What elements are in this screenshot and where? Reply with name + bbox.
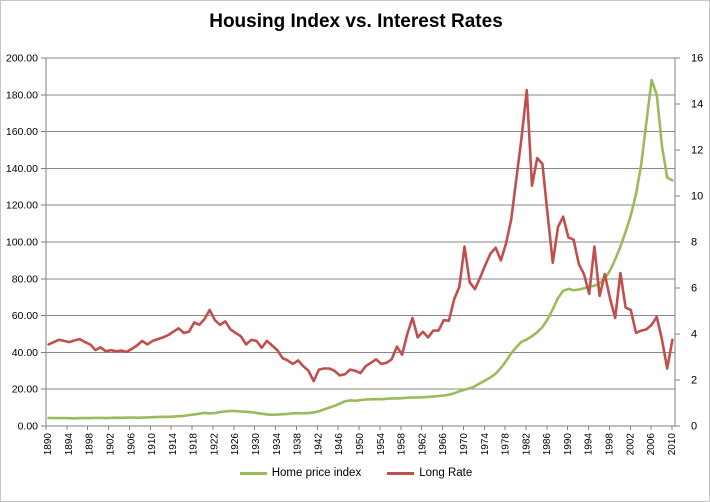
x-axis-label: 1942 bbox=[313, 433, 324, 456]
x-axis-label: 1938 bbox=[293, 433, 304, 456]
legend-item-long-rate: Long Rate bbox=[387, 467, 472, 479]
x-axis-label: 1934 bbox=[272, 433, 283, 456]
series-line-home-price-index bbox=[47, 78, 674, 420]
legend-label-home-price-index: Home price index bbox=[271, 467, 362, 479]
x-axis-label: 1994 bbox=[584, 433, 595, 456]
series-line-long-rate bbox=[47, 88, 674, 383]
x-axis-label: 1906 bbox=[126, 433, 137, 456]
x-axis-label: 1962 bbox=[417, 433, 428, 456]
right-axis-label: 4 bbox=[691, 329, 697, 341]
x-axis-label: 1974 bbox=[480, 433, 491, 456]
x-axis-label: 1890 bbox=[43, 433, 54, 456]
legend: Home price index Long Rate bbox=[1, 467, 709, 479]
right-axis-label: 10 bbox=[691, 191, 703, 203]
left-axis-label: 120.00 bbox=[6, 200, 38, 212]
right-axis-label: 12 bbox=[691, 145, 703, 157]
left-axis-label: 100.00 bbox=[6, 237, 38, 249]
x-axis-label: 1902 bbox=[105, 433, 116, 456]
x-axis-label: 1926 bbox=[230, 433, 241, 456]
legend-swatch-home-price-index bbox=[239, 471, 267, 475]
x-axis-label: 1982 bbox=[521, 433, 532, 456]
left-axis-label: 20.00 bbox=[12, 384, 38, 396]
x-axis-label: 1986 bbox=[542, 433, 553, 456]
x-axis-label: 1998 bbox=[605, 433, 616, 456]
x-axis-label: 2006 bbox=[646, 433, 657, 456]
right-axis-label: 16 bbox=[691, 53, 703, 65]
x-axis-label: 1950 bbox=[355, 433, 366, 456]
x-axis-label: 1970 bbox=[459, 433, 470, 456]
left-axis-label: 0.00 bbox=[18, 421, 39, 433]
x-axis-label: 1958 bbox=[397, 433, 408, 456]
x-axis-label: 1894 bbox=[64, 433, 75, 456]
x-axis-label: 1966 bbox=[438, 433, 449, 456]
left-axis-label: 200.00 bbox=[6, 53, 38, 65]
x-axis-label: 1990 bbox=[563, 433, 574, 456]
left-axis-label: 160.00 bbox=[6, 126, 38, 138]
left-axis-label: 40.00 bbox=[12, 347, 38, 359]
legend-item-home-price-index: Home price index bbox=[239, 467, 362, 479]
x-axis-label: 1978 bbox=[501, 433, 512, 456]
left-axis-label: 180.00 bbox=[6, 89, 38, 101]
left-axis-label: 60.00 bbox=[12, 310, 38, 322]
legend-label-long-rate: Long Rate bbox=[419, 467, 473, 479]
left-axis-label: 140.00 bbox=[6, 163, 38, 175]
x-axis-label: 1930 bbox=[251, 433, 262, 456]
x-axis-label: 1898 bbox=[85, 433, 96, 456]
right-axis-label: 8 bbox=[691, 237, 697, 249]
x-axis-label: 2010 bbox=[667, 433, 678, 456]
right-axis-label: 2 bbox=[691, 375, 697, 387]
x-axis-label: 1946 bbox=[334, 433, 345, 456]
left-axis-label: 80.00 bbox=[12, 273, 38, 285]
x-axis-label: 1910 bbox=[147, 433, 158, 456]
x-axis-label: 1922 bbox=[209, 433, 220, 456]
legend-swatch-long-rate bbox=[387, 471, 415, 475]
right-axis-label: 0 bbox=[691, 421, 697, 433]
x-axis-label: 1914 bbox=[168, 433, 179, 456]
x-axis-label: 1954 bbox=[376, 433, 387, 456]
chart-title: Housing Index vs. Interest Rates bbox=[209, 11, 503, 32]
x-axis-label: 1918 bbox=[189, 433, 200, 456]
x-axis-label: 2002 bbox=[625, 433, 636, 456]
right-axis-label: 6 bbox=[691, 283, 697, 295]
right-axis-label: 14 bbox=[691, 99, 703, 111]
